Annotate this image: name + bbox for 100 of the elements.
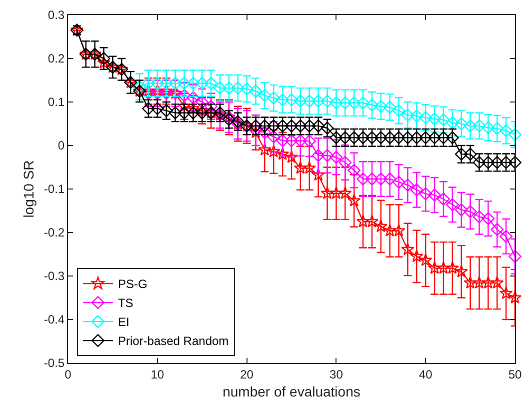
point	[142, 76, 155, 90]
x-tick-label: 30	[330, 367, 344, 382]
point	[231, 82, 244, 95]
x-axis-title: number of evaluations	[222, 384, 360, 400]
point	[186, 106, 200, 120]
x-tick-label: 10	[150, 367, 164, 382]
point	[258, 119, 272, 132]
point	[133, 80, 146, 94]
point	[366, 172, 378, 186]
point	[330, 96, 343, 110]
point	[500, 124, 513, 138]
y-axis-title: log10 SR	[20, 160, 37, 218]
y-tick-label: 0.2	[48, 52, 65, 66]
point	[320, 149, 334, 162]
y-tick-label: 0.1	[48, 95, 65, 110]
point	[150, 86, 164, 100]
point	[97, 52, 110, 65]
point	[454, 264, 468, 278]
x-tick-label: 40	[418, 367, 433, 382]
point	[383, 172, 396, 186]
point	[410, 131, 424, 144]
point	[374, 220, 388, 232]
point	[302, 134, 316, 148]
point	[490, 276, 504, 289]
point	[348, 131, 361, 144]
point	[356, 131, 370, 144]
point	[276, 93, 290, 106]
point	[454, 203, 468, 216]
point	[508, 156, 522, 169]
point	[428, 261, 442, 274]
point	[428, 131, 441, 144]
point	[464, 148, 477, 161]
point	[338, 131, 352, 144]
point	[285, 119, 298, 132]
point	[482, 121, 495, 134]
x-tick-label: 20	[240, 367, 254, 382]
point	[401, 108, 414, 122]
point	[267, 119, 280, 132]
point	[276, 134, 290, 148]
point	[276, 147, 290, 160]
x-tick-label: 50	[508, 367, 522, 382]
y-tick-label: -0.5	[44, 356, 65, 370]
point	[294, 161, 308, 174]
point	[294, 134, 307, 148]
point	[249, 119, 262, 132]
point	[348, 96, 361, 110]
point	[490, 223, 504, 236]
y-tick-label: 0.3	[48, 8, 65, 22]
point	[338, 156, 352, 169]
point	[348, 164, 361, 177]
point	[294, 119, 307, 132]
point	[508, 290, 522, 304]
point	[312, 149, 325, 162]
point	[454, 117, 468, 130]
y-tick-label: -0.1	[44, 182, 65, 196]
y-tick-label: -0.2	[44, 226, 65, 240]
point	[186, 91, 200, 104]
point	[150, 76, 164, 90]
point	[464, 276, 477, 289]
point	[249, 84, 262, 98]
point	[267, 130, 280, 144]
point	[383, 131, 396, 144]
point	[383, 224, 396, 236]
point	[366, 98, 378, 112]
point	[267, 144, 280, 158]
point	[500, 230, 513, 243]
point	[267, 92, 280, 105]
point	[419, 187, 432, 200]
point	[410, 250, 424, 262]
y-tick-label: -0.3	[44, 269, 65, 284]
y-tick-label: -0.4	[44, 312, 65, 327]
point	[258, 89, 272, 102]
point	[472, 156, 486, 169]
point	[392, 131, 406, 144]
point	[454, 148, 468, 161]
point	[302, 161, 316, 174]
point	[258, 142, 272, 156]
point	[312, 94, 325, 108]
point	[436, 261, 450, 274]
point	[508, 250, 522, 263]
point	[464, 119, 477, 132]
point	[142, 102, 155, 115]
point	[366, 131, 378, 144]
point	[437, 192, 450, 206]
point	[508, 128, 522, 142]
point	[285, 93, 298, 106]
legend-label: EI	[118, 315, 130, 330]
point	[320, 94, 334, 108]
point	[168, 106, 182, 120]
point	[294, 94, 307, 108]
point	[168, 76, 182, 90]
point	[160, 104, 173, 118]
point	[160, 86, 173, 100]
point	[204, 100, 218, 113]
point	[258, 126, 272, 139]
point	[410, 183, 424, 196]
point	[401, 178, 414, 192]
point	[374, 100, 388, 113]
point	[160, 84, 173, 97]
point	[499, 286, 513, 300]
